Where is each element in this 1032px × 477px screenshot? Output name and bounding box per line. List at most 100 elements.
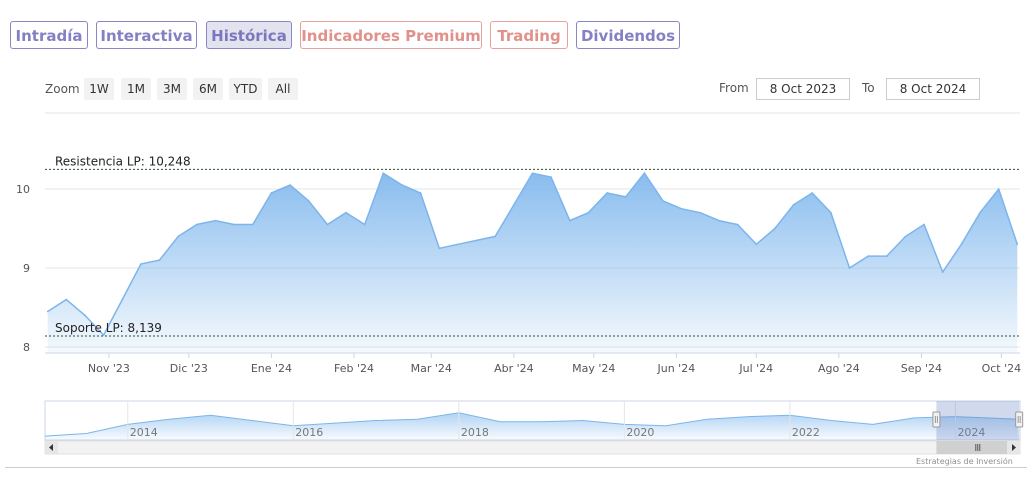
navigator-year-label: 2020 <box>626 426 654 439</box>
price-point <box>345 211 347 214</box>
price-point <box>643 172 646 174</box>
price-point <box>46 310 49 313</box>
x-tick-label: Sep '24 <box>901 362 942 375</box>
price-point <box>438 247 441 250</box>
price-point <box>867 255 869 257</box>
x-tick-label: Nov '23 <box>88 362 130 375</box>
price-point <box>65 298 68 301</box>
price-point <box>699 211 702 214</box>
price-point <box>1016 243 1019 246</box>
price-point <box>513 204 515 206</box>
credits-text: Estrategias de Inversión <box>916 457 1013 466</box>
bottom-divider <box>5 467 1027 468</box>
navigator-year-label: 2024 <box>957 426 985 439</box>
price-point <box>886 255 888 257</box>
price-point <box>680 208 683 210</box>
navigator-year-label: 2014 <box>130 426 158 439</box>
price-point <box>736 223 739 226</box>
price-point <box>830 211 832 214</box>
x-tick-label: Ene '24 <box>251 362 292 375</box>
navigator-year-label: 2018 <box>461 426 489 439</box>
price-point <box>475 239 478 242</box>
support-label: Soporte LP: 8,139 <box>55 321 162 335</box>
x-tick-label: Jun '24 <box>656 362 695 375</box>
price-point <box>214 219 217 222</box>
zoom-button-1w[interactable]: 1W <box>84 78 114 100</box>
zoom-button-1m[interactable]: 1M <box>121 78 151 100</box>
price-point <box>102 334 105 336</box>
price-point <box>289 184 291 186</box>
x-tick-label: Oct '24 <box>982 362 1022 375</box>
x-tick-label: Ago '24 <box>818 362 860 375</box>
navigator-area <box>45 412 1018 440</box>
price-point <box>233 223 235 226</box>
x-tick-label: Jul '24 <box>738 362 773 375</box>
price-point <box>177 235 179 238</box>
price-point <box>84 314 86 317</box>
price-area <box>47 173 1018 353</box>
price-point <box>923 223 925 226</box>
tab-interactiva[interactable]: Interactiva <box>96 21 197 49</box>
y-tick-label: 9 <box>23 262 30 275</box>
zoom-button-ytd[interactable]: YTD <box>229 78 262 100</box>
zoom-label: Zoom <box>45 82 80 96</box>
navigator-scrollbar-thumb[interactable] <box>936 441 1020 454</box>
price-point <box>158 259 161 261</box>
tab-intradía[interactable]: Intradía <box>10 21 88 49</box>
from-label: From <box>719 81 749 95</box>
x-tick-label: Mar '24 <box>411 362 452 375</box>
price-point <box>121 298 124 301</box>
price-point <box>718 219 720 222</box>
price-point <box>401 184 403 186</box>
price-point <box>382 172 385 174</box>
navigator-year-label: 2022 <box>792 426 820 439</box>
price-point <box>550 176 552 178</box>
price-point <box>960 243 963 246</box>
x-tick-label: Feb '24 <box>334 362 374 375</box>
arrow-left-icon <box>49 444 53 451</box>
price-point <box>363 223 366 226</box>
resistance-label: Resistencia LP: 10,248 <box>55 154 191 168</box>
price-point <box>606 192 608 194</box>
tab-histórica[interactable]: Histórica <box>206 21 292 49</box>
price-point <box>774 227 776 230</box>
price-point <box>979 211 981 214</box>
zoom-button-6m[interactable]: 6M <box>193 78 223 100</box>
price-line <box>47 171 1019 337</box>
navigator-handle-left[interactable] <box>932 411 941 428</box>
zoom-button-all[interactable]: All <box>268 78 298 100</box>
price-point <box>419 192 422 194</box>
zoom-button-3m[interactable]: 3M <box>157 78 187 100</box>
price-point <box>941 271 944 273</box>
price-point <box>662 200 664 202</box>
navigator-handle-right[interactable] <box>1015 411 1024 428</box>
navigator-scrollbar-track[interactable] <box>44 440 1021 455</box>
navigator-year-label: 2016 <box>295 426 323 439</box>
x-tick-label: Dic '23 <box>170 362 208 375</box>
price-point <box>848 267 851 269</box>
to-label: To <box>862 81 875 95</box>
price-point <box>755 243 758 246</box>
price-point <box>494 235 497 238</box>
tab-indicadores-premium[interactable]: Indicadores Premium <box>300 21 482 49</box>
navigator-frame <box>44 400 1021 441</box>
navigator-selection[interactable] <box>936 401 1020 440</box>
price-point <box>569 219 571 222</box>
price-point <box>326 223 329 226</box>
y-tick-label: 8 <box>23 341 30 354</box>
tab-dividendos[interactable]: Dividendos <box>576 21 680 49</box>
price-point <box>997 188 1000 190</box>
to-date-input[interactable] <box>886 78 980 100</box>
scroll-right-button[interactable] <box>1007 441 1020 454</box>
price-point <box>792 204 795 206</box>
price-point <box>587 211 590 214</box>
price-point <box>531 172 534 174</box>
y-tick-label: 10 <box>16 183 30 196</box>
scroll-left-button[interactable] <box>45 441 58 454</box>
price-point <box>196 223 198 226</box>
x-tick-label: May '24 <box>572 362 615 375</box>
price-point <box>624 196 627 198</box>
tab-trading[interactable]: Trading <box>490 21 568 49</box>
from-date-input[interactable] <box>756 78 850 100</box>
